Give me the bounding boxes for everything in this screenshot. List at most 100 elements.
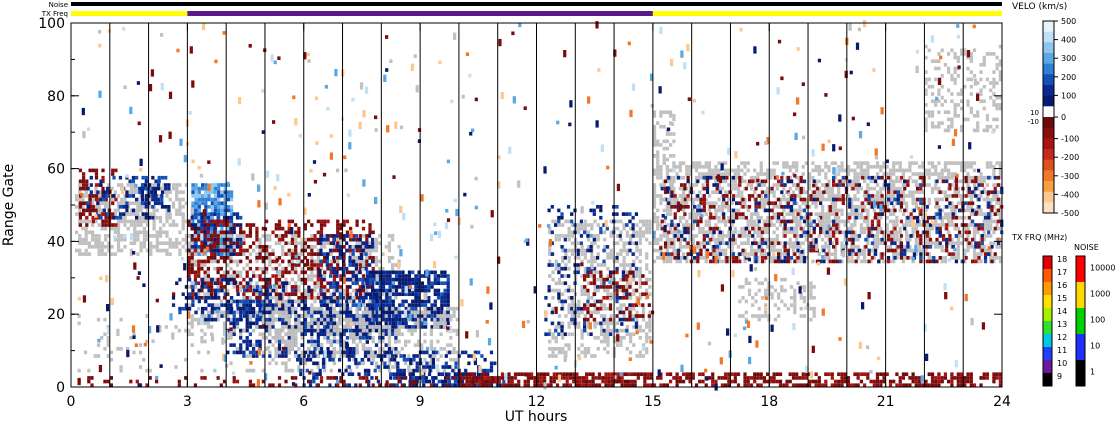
data-cell	[367, 383, 371, 388]
data-cell	[387, 357, 392, 362]
data-cell	[323, 219, 327, 224]
data-cell	[178, 212, 182, 216]
data-cell	[762, 379, 767, 384]
data-cell	[837, 379, 841, 384]
data-cell	[113, 212, 117, 216]
data-cell	[361, 325, 366, 329]
data-cell	[615, 328, 619, 333]
data-cell	[242, 241, 246, 246]
data-cell	[167, 186, 171, 191]
data-cell	[354, 245, 359, 249]
data-cell	[107, 205, 111, 209]
data-cell	[268, 328, 272, 333]
data-cell	[232, 226, 236, 231]
data-cell	[281, 248, 285, 253]
data-cell	[570, 212, 574, 216]
data-cell	[129, 248, 134, 253]
data-cell	[133, 230, 137, 235]
data-cell	[641, 219, 646, 224]
data-cell	[622, 303, 626, 307]
data-cell	[413, 328, 417, 333]
data-cell	[429, 361, 434, 366]
data-cell	[102, 194, 106, 198]
data-cell	[547, 208, 551, 213]
data-cell	[635, 248, 639, 253]
data-cell	[342, 383, 346, 388]
data-cell	[226, 197, 231, 202]
data-cell	[387, 336, 392, 340]
data-cell	[382, 281, 386, 286]
data-cell	[217, 186, 221, 191]
data-cell	[188, 296, 192, 300]
data-cell	[307, 310, 311, 315]
data-cell	[274, 292, 278, 297]
data-cell	[190, 237, 194, 242]
data-cell	[339, 321, 343, 326]
data-cell	[229, 266, 233, 271]
data-cell	[265, 306, 269, 311]
data-cell	[126, 226, 130, 231]
data-cell	[431, 376, 435, 380]
data-cell	[193, 277, 198, 282]
data-cell	[81, 252, 85, 256]
data-cell	[78, 186, 83, 191]
data-cell	[217, 230, 221, 235]
data-cell	[294, 234, 298, 238]
data-cell	[149, 245, 153, 249]
data-cell	[593, 299, 597, 304]
data-cell	[248, 234, 253, 238]
data-cell	[245, 299, 249, 304]
data-cell	[329, 281, 333, 286]
data-cell	[599, 339, 604, 344]
data-cell	[391, 292, 395, 297]
data-cell	[593, 310, 597, 315]
data-cell	[431, 357, 436, 362]
data-cell	[131, 208, 136, 213]
data-cell	[158, 219, 163, 224]
data-cell	[349, 332, 353, 337]
data-cell	[281, 321, 285, 326]
data-cell	[566, 288, 571, 293]
data-cell	[197, 237, 201, 242]
data-cell	[153, 197, 158, 202]
data-cell	[572, 372, 576, 377]
data-cell	[232, 332, 236, 337]
data-cell	[210, 256, 214, 260]
data-cell	[200, 226, 204, 231]
data-cell	[775, 379, 779, 384]
data-cell	[101, 179, 105, 184]
data-cell	[500, 383, 505, 388]
data-cell	[290, 270, 295, 275]
data-cell	[190, 248, 194, 253]
data-cell	[619, 252, 623, 256]
data-cell	[178, 277, 182, 282]
data-cell	[310, 306, 314, 311]
data-cell	[313, 285, 317, 289]
data-cell	[355, 270, 359, 275]
data-cell	[407, 281, 412, 286]
data-cell	[168, 237, 172, 242]
data-cell	[561, 256, 565, 260]
data-cell	[125, 194, 129, 198]
data-cell	[371, 306, 375, 311]
data-cell	[727, 376, 731, 380]
data-cell	[557, 332, 561, 337]
data-cell	[268, 314, 272, 318]
data-cell	[840, 383, 844, 388]
data-cell	[427, 285, 431, 289]
data-cell	[365, 317, 370, 322]
data-cell	[387, 328, 392, 333]
data-cell	[433, 288, 437, 293]
data-cell	[385, 310, 389, 315]
data-cell	[336, 350, 340, 355]
data-cell	[361, 310, 366, 315]
data-cell	[165, 234, 169, 238]
data-cell	[312, 376, 316, 380]
data-cell	[336, 230, 340, 235]
data-cell	[616, 321, 620, 326]
data-cell	[590, 252, 594, 256]
data-cell	[338, 256, 342, 260]
data-cell	[623, 383, 628, 388]
data-cell	[210, 219, 214, 224]
data-cell	[82, 183, 86, 187]
